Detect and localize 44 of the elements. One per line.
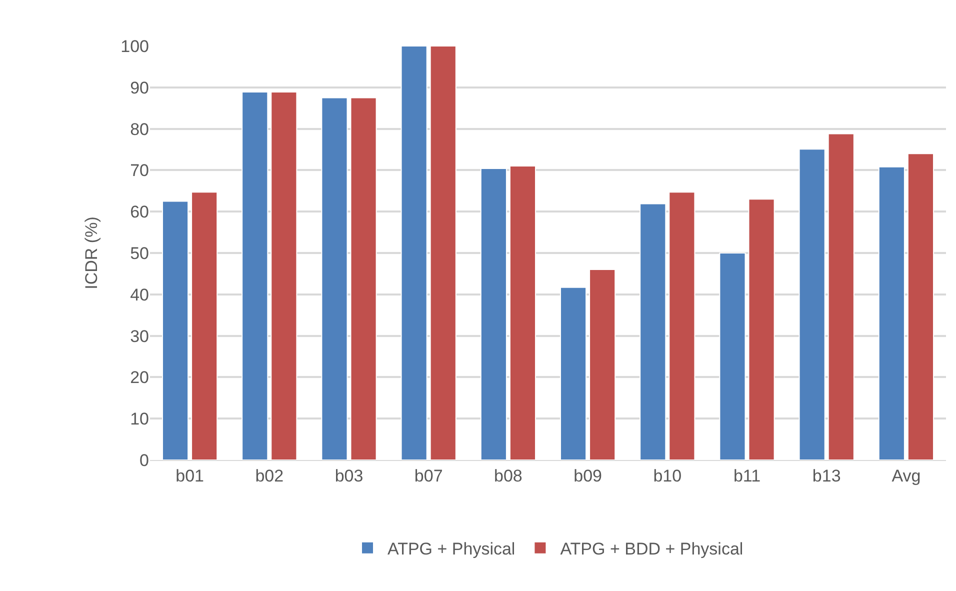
x-tick-label: b01 (176, 466, 204, 486)
y-tick-label: 100 (120, 36, 149, 56)
bar (430, 46, 456, 460)
bar (400, 46, 428, 460)
y-tick-label: 0 (140, 450, 149, 470)
y-tick-label: 20 (130, 368, 149, 388)
bar (191, 192, 218, 460)
bar (480, 168, 507, 460)
x-tick-label: b07 (414, 466, 443, 486)
y-tick-label: 40 (130, 285, 149, 304)
bar (878, 166, 905, 460)
y-tick-label: 50 (130, 244, 149, 263)
bar (798, 148, 826, 460)
bar (719, 252, 746, 460)
bar (509, 166, 536, 460)
bar (350, 97, 377, 460)
legend-label: ATPG + Physical (388, 540, 516, 559)
y-tick-label: 80 (130, 120, 149, 139)
legend-label: ATPG + BDD + Physical (560, 540, 744, 559)
x-tick-label: b02 (255, 466, 284, 486)
bar (907, 153, 934, 460)
x-tick-label: Avg (892, 466, 921, 486)
bar (270, 91, 298, 460)
bar (321, 97, 348, 460)
bar (748, 198, 775, 460)
bar (589, 269, 616, 460)
bar (828, 133, 854, 460)
y-tick-label: 70 (130, 161, 149, 180)
y-tick-label: 10 (130, 410, 149, 429)
bar (242, 91, 268, 460)
bar (560, 286, 587, 460)
bar (668, 192, 696, 460)
x-tick-label: b03 (334, 466, 364, 486)
y-tick-label: 30 (130, 326, 149, 346)
y-tick-label: 90 (130, 78, 149, 98)
x-tick-label: b08 (494, 466, 522, 486)
x-tick-label: b11 (733, 466, 761, 486)
x-tick-label: b13 (812, 466, 841, 486)
y-axis-title: ICDR (%) (82, 216, 102, 290)
x-tick-label: b10 (653, 466, 682, 486)
x-tick-label: b09 (574, 466, 602, 486)
y-tick-label: 60 (130, 202, 149, 222)
bar (162, 200, 189, 460)
bar (640, 203, 666, 460)
